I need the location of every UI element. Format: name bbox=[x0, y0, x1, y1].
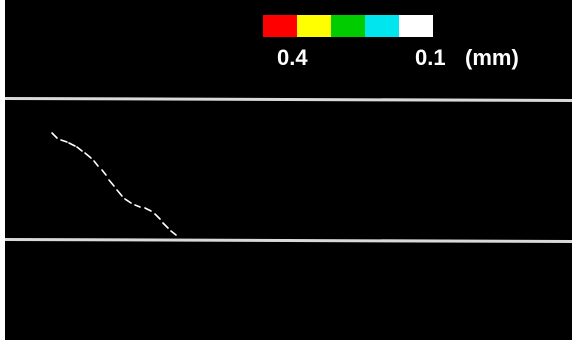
crack-segment bbox=[60, 139, 68, 143]
crack-segment bbox=[51, 132, 58, 139]
color-scale-bar bbox=[263, 15, 433, 37]
crack-segment bbox=[116, 189, 123, 197]
crack-segment bbox=[170, 230, 177, 236]
crack-segment bbox=[162, 222, 169, 229]
crack-segment bbox=[134, 204, 141, 208]
scale-max-label: 0.4 bbox=[277, 45, 308, 70]
swatch-cyan bbox=[365, 15, 399, 37]
image-frame: 0.4 0.1 (mm) bbox=[5, 0, 572, 340]
swatch-red bbox=[263, 15, 297, 37]
crack-segment bbox=[108, 179, 115, 187]
crack-segment bbox=[154, 213, 161, 220]
crack-segment bbox=[84, 152, 92, 159]
scale-min-label: 0.1 bbox=[415, 45, 446, 70]
color-scale-legend: 0.4 0.1 (mm) bbox=[263, 15, 553, 75]
swatch-yellow bbox=[297, 15, 331, 37]
swatch-white bbox=[399, 15, 433, 37]
crack-segment bbox=[68, 142, 76, 147]
crack-segment bbox=[101, 169, 107, 176]
crack-segment bbox=[93, 160, 99, 167]
crack-segment bbox=[144, 207, 152, 212]
crack-trace bbox=[51, 132, 177, 236]
crack-segment bbox=[124, 198, 132, 204]
swatch-green bbox=[331, 15, 365, 37]
scale-unit-label: (mm) bbox=[465, 45, 519, 70]
crack-segment bbox=[76, 146, 83, 152]
